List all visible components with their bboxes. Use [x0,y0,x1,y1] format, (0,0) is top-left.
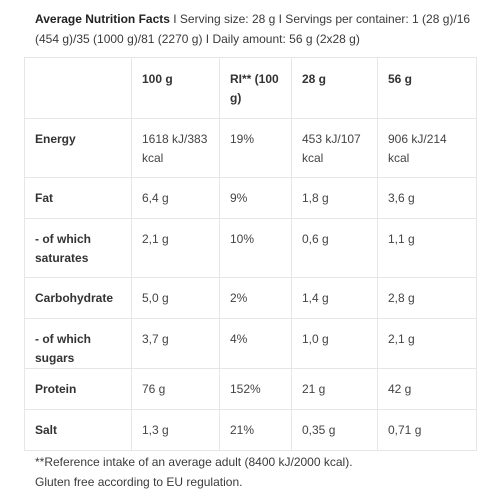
nutrition-header: Average Nutrition Facts I Serving size: … [35,9,485,49]
header-cell: 56 g [377,57,477,119]
reference-intake-note: **Reference intake of an average adult (… [35,455,353,469]
cell-ri: 21% [219,409,292,451]
cell-56g: 2,8 g [377,277,477,319]
cell-ri: 10% [219,218,292,278]
header-cell: 100 g [131,57,220,119]
header-title: Average Nutrition Facts [35,12,170,26]
table-row: - of which sugars 3,7 g 4% 1,0 g 2,1 g [24,318,477,369]
cell-ri: 4% [219,318,292,369]
nutrition-footer: **Reference intake of an average adult (… [35,452,485,492]
cell-ri: 2% [219,277,292,319]
cell-28g: 1,0 g [291,318,378,369]
cell-56g: 906 kJ/214 kcal [377,118,477,178]
row-label: - of which sugars [24,318,132,369]
cell-56g: 3,6 g [377,177,477,219]
header-serving-info: I Serving size: 28 g I Servings per cont… [35,12,471,46]
table-header-row: 100 g RI** (100 g) 28 g 56 g [24,57,477,119]
header-cell [24,57,132,119]
cell-56g: 1,1 g [377,218,477,278]
cell-56g: 2,1 g [377,318,477,369]
table-row: Fat 6,4 g 9% 1,8 g 3,6 g [24,177,477,219]
row-label: Carbohydrate [24,277,132,319]
cell-28g: 453 kJ/107 kcal [291,118,378,178]
cell-per-100g: 6,4 g [131,177,220,219]
cell-ri: 9% [219,177,292,219]
table-row: Carbohydrate 5,0 g 2% 1,4 g 2,8 g [24,277,477,319]
cell-ri: 19% [219,118,292,178]
cell-28g: 0,6 g [291,218,378,278]
cell-per-100g: 1,3 g [131,409,220,451]
cell-28g: 1,4 g [291,277,378,319]
cell-56g: 42 g [377,368,477,410]
cell-per-100g: 76 g [131,368,220,410]
cell-28g: 21 g [291,368,378,410]
gluten-free-note: Gluten free according to EU regulation. [35,475,243,489]
table-row: Salt 1,3 g 21% 0,35 g 0,71 g [24,409,477,451]
cell-per-100g: 3,7 g [131,318,220,369]
cell-per-100g: 5,0 g [131,277,220,319]
cell-28g: 1,8 g [291,177,378,219]
row-label: Fat [24,177,132,219]
header-cell: 28 g [291,57,378,119]
row-label: Energy [24,118,132,178]
cell-28g: 0,35 g [291,409,378,451]
cell-56g: 0,71 g [377,409,477,451]
row-label: Salt [24,409,132,451]
nutrition-table: 100 g RI** (100 g) 28 g 56 g Energy 1618… [24,57,477,451]
table-row: Energy 1618 kJ/383 kcal 19% 453 kJ/107 k… [24,118,477,178]
table-row: - of which saturates 2,1 g 10% 0,6 g 1,1… [24,218,477,278]
cell-ri: 152% [219,368,292,410]
header-cell: RI** (100 g) [219,57,292,119]
row-label: - of which saturates [24,218,132,278]
cell-per-100g: 2,1 g [131,218,220,278]
table-row: Protein 76 g 152% 21 g 42 g [24,368,477,410]
row-label: Protein [24,368,132,410]
cell-per-100g: 1618 kJ/383 kcal [131,118,220,178]
